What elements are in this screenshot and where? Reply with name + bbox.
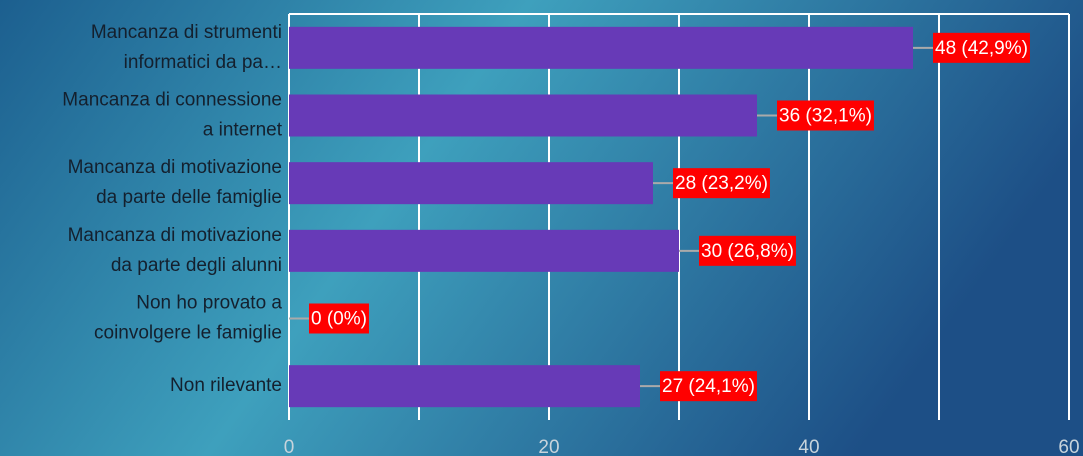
y-tick-label: Non ho provato a [136, 293, 282, 314]
y-tick-label: Mancanza di strumenti [91, 22, 282, 43]
y-tick-label: Mancanza di connessione [62, 90, 282, 111]
value-label: 27 (24,1%) [662, 376, 755, 397]
value-label: 48 (42,9%) [935, 38, 1028, 59]
value-label: 0 (0%) [311, 309, 367, 330]
x-tick-label: 0 [284, 437, 295, 456]
y-tick-label: Mancanza di motivazione [68, 157, 282, 178]
value-label-box [660, 371, 757, 402]
bar [289, 162, 653, 205]
bar [289, 26, 913, 69]
value-label: 28 (23,2%) [675, 173, 768, 194]
bar [289, 365, 640, 408]
value-label-box [777, 100, 874, 131]
y-tick-label: da parte delle famiglie [96, 187, 282, 208]
y-tick-label: Non rilevante [170, 375, 282, 396]
bar [289, 229, 679, 272]
bar [289, 94, 757, 137]
value-label-box [699, 235, 796, 266]
y-tick-label: da parte degli alunni [111, 255, 282, 276]
x-tick-label: 60 [1058, 437, 1079, 456]
y-tick-label: Mancanza di motivazione [68, 225, 282, 246]
value-label-box [933, 32, 1030, 63]
y-tick-label: a internet [203, 120, 283, 141]
x-tick-label: 40 [798, 437, 819, 456]
value-label-box [309, 303, 369, 334]
value-label: 30 (26,8%) [701, 241, 794, 262]
y-tick-label: coinvolgere le famiglie [94, 323, 282, 344]
value-label: 36 (32,1%) [779, 106, 872, 127]
value-label-box [673, 168, 770, 199]
y-tick-label: informatici da pa… [124, 52, 282, 73]
x-tick-label: 20 [538, 437, 559, 456]
